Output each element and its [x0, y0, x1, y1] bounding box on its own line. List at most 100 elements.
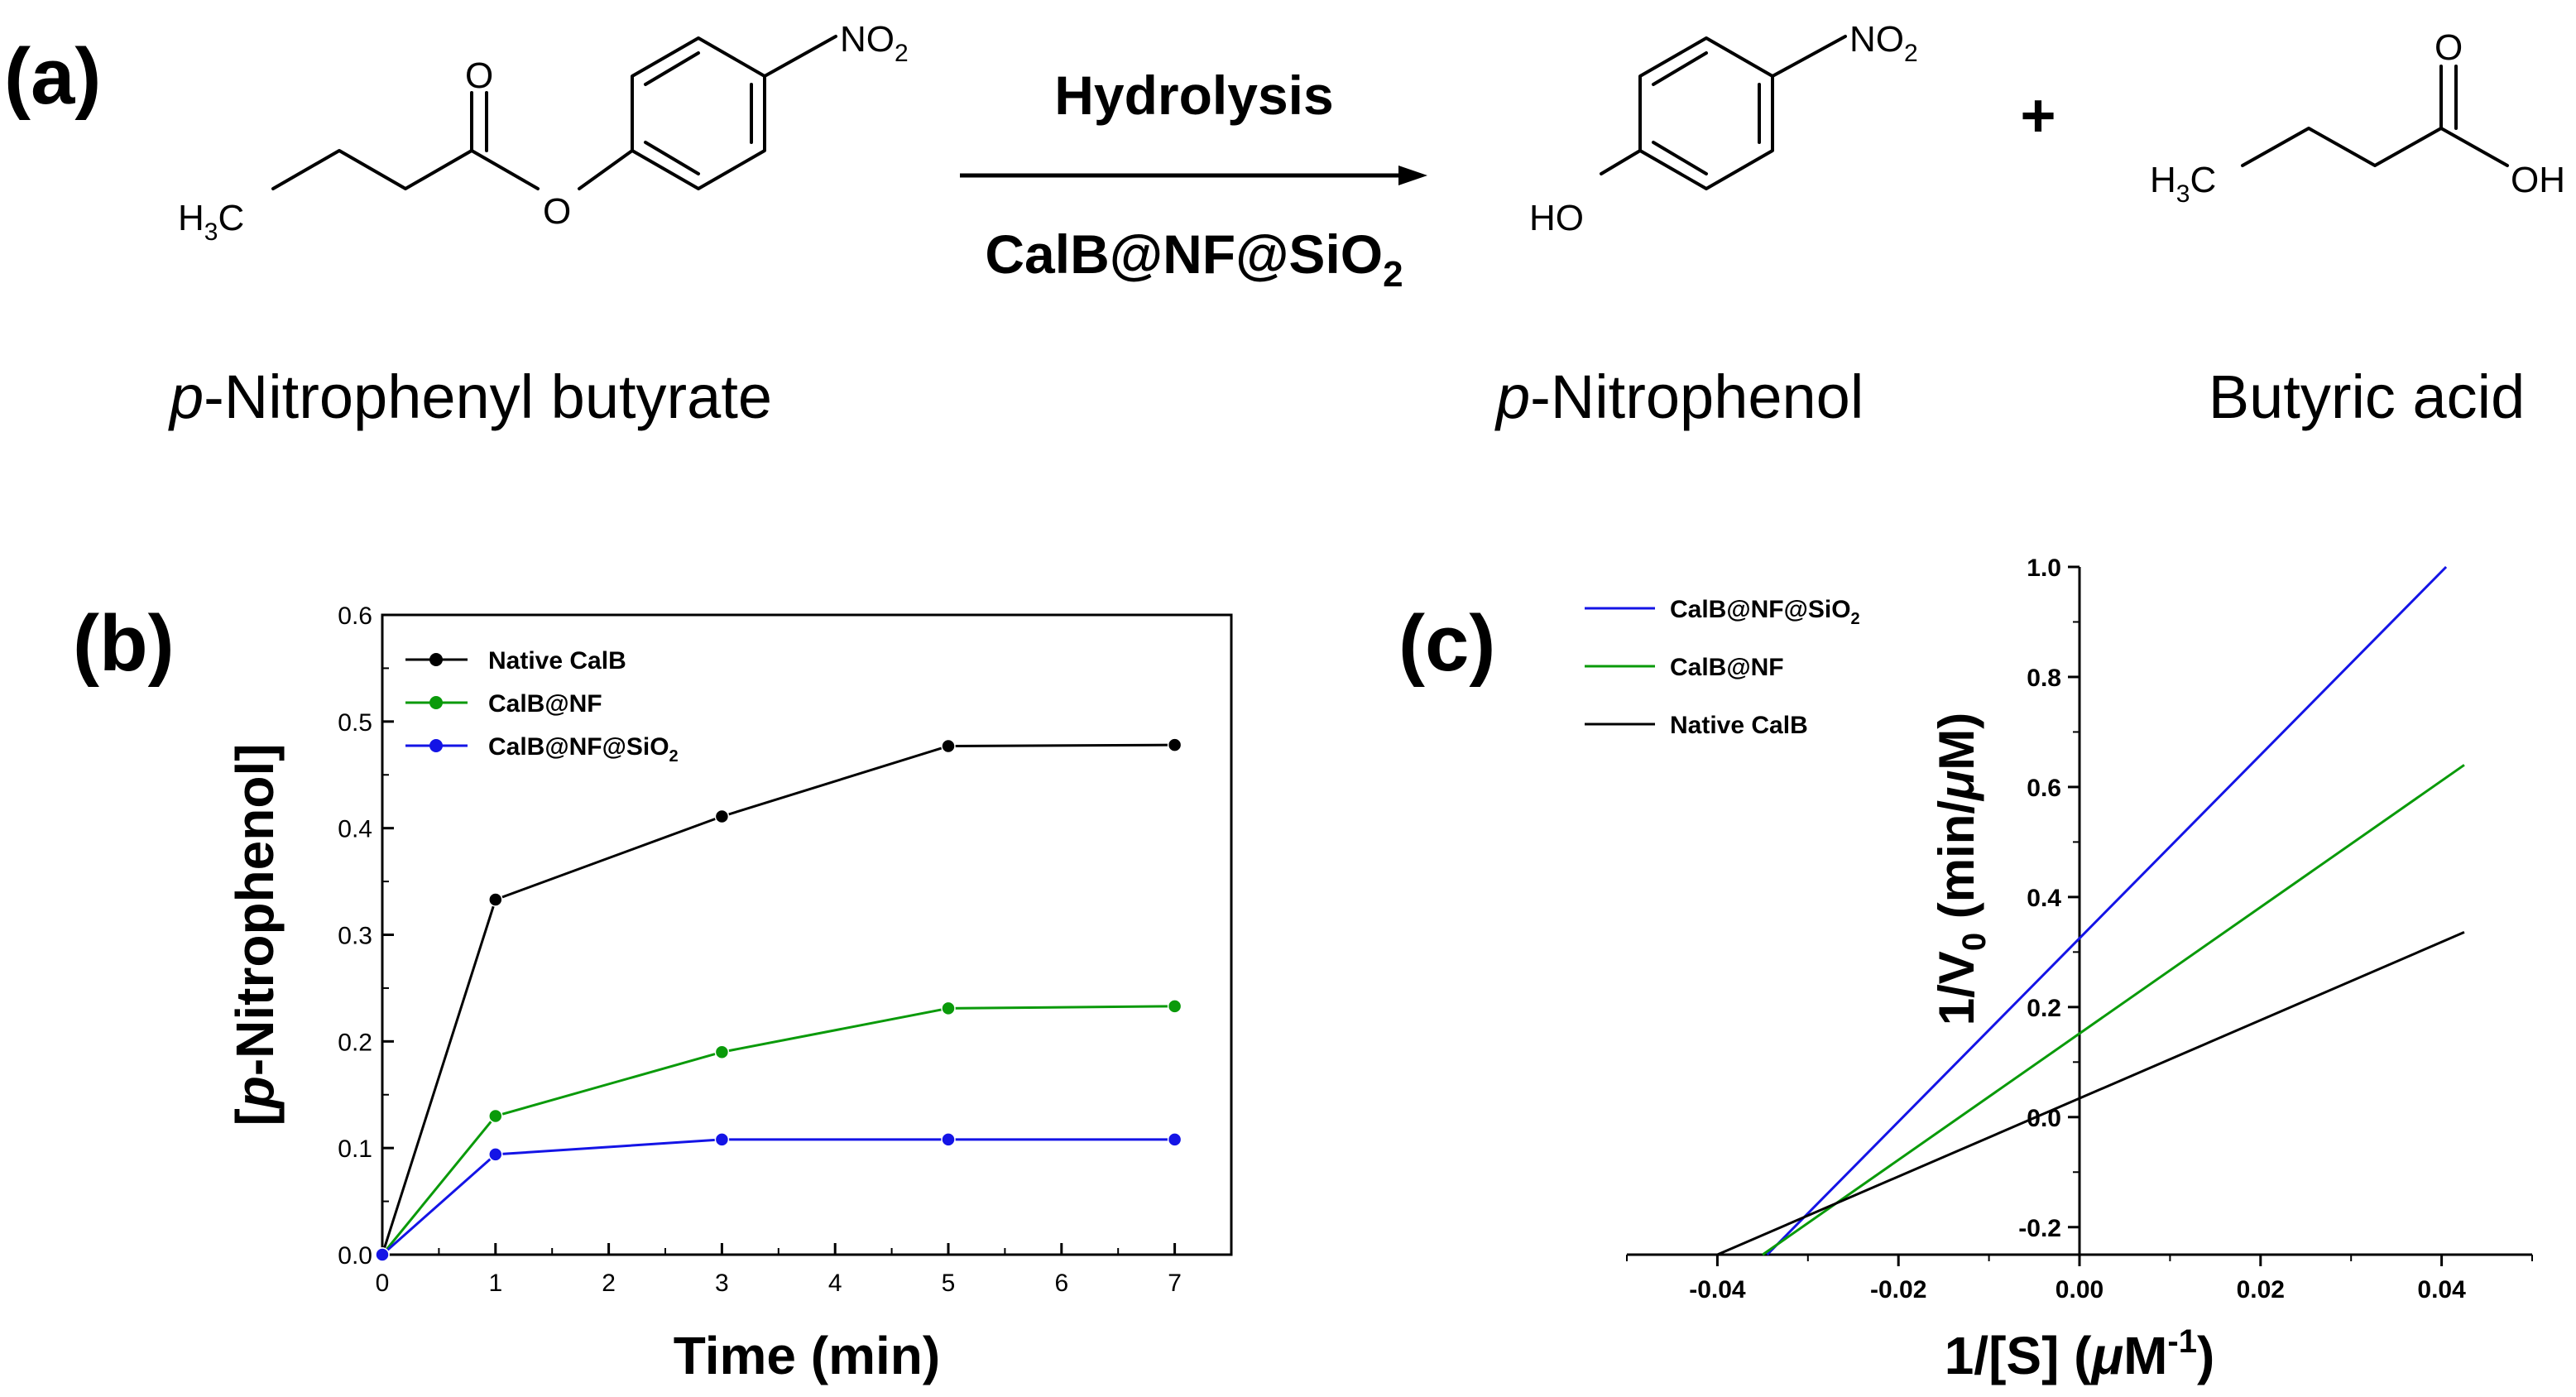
plus-sign: + [2020, 81, 2056, 150]
legend-sub-b-2: 2 [669, 747, 679, 766]
hydroxyl-bond [1600, 149, 1642, 175]
panel-c-label: (c) [1398, 599, 1495, 688]
x-tick-label-b: 0 [376, 1270, 390, 1297]
no2-label-reactant: NO2 [840, 19, 909, 67]
legend-marker-b-2 [429, 739, 443, 752]
legend-name-b-2: CalB@NF@SiO [488, 733, 669, 761]
acid-carbonyl-o-label: O [2434, 27, 2463, 68]
y-tick-label-b: 0.2 [338, 1029, 372, 1056]
ring-double-3 [644, 141, 700, 175]
data-point-b-0 [941, 738, 956, 754]
reactant-name: p-Nitrophenyl butyrate [168, 362, 772, 431]
ring-double-1-product [1652, 51, 1708, 86]
legend-name-b-1: CalB@NF [488, 690, 602, 718]
y-tick-label-c: -0.2 [2018, 1215, 2061, 1242]
x-axis-label-b: Time (min) [674, 1326, 940, 1385]
data-point-b-1 [488, 1108, 503, 1124]
series-line-b-0 [381, 743, 1175, 1255]
product2-structure: H3C O OH [2150, 27, 2565, 208]
y-axis-label-end-c: M) [1929, 713, 1984, 771]
legend-label-b-1: CalB@NF [488, 690, 602, 718]
fit-line-c-2 [1716, 931, 2465, 1256]
x-axis-label-main-c: 1/[S] ( [1945, 1326, 2092, 1385]
y-tick-label-b: 0.5 [338, 709, 372, 737]
x-tick-label-b: 1 [488, 1270, 502, 1297]
reactant-structure: H3C O O NO2 [178, 19, 909, 246]
legend-name-b-0: Native CalB [488, 647, 626, 674]
legend-label-b-0: Native CalB [488, 647, 626, 674]
acid-chain [2241, 127, 2509, 167]
x-axis-label-unit-c: M [2123, 1326, 2167, 1385]
data-point-b-1 [941, 1001, 956, 1016]
ether-bond [578, 149, 634, 190]
y-tick-label-b: 0.0 [338, 1242, 372, 1270]
legend-label-b-2: CalB@NF@SiO2 [488, 733, 679, 766]
legend-name-c-1: CalB@NF [1670, 654, 1784, 681]
y-tick-label-b: 0.4 [338, 816, 372, 843]
chart-b: 0 1 2 3 4 5 6 7 0.0 0.1 0.2 0.3 0.4 0.5 0.6 Time (min) [… [225, 602, 1233, 1385]
y-axis-label-b: [p-Nitrophenol] [225, 743, 285, 1126]
x-tick-label-b: 7 [1168, 1270, 1182, 1297]
data-point-b-1 [1167, 999, 1182, 1014]
reaction-arrow [960, 166, 1427, 185]
y-tick-label-b: 0.3 [338, 923, 372, 950]
y-tick-label-b: 0.1 [338, 1135, 372, 1163]
legend-sub-c-0: 2 [1851, 610, 1860, 628]
carbonyl-o-label: O [465, 55, 493, 96]
h3c-label-acid: H3C [2150, 160, 2216, 208]
legend-label-c-0: CalB@NF@SiO2 [1670, 596, 1860, 628]
y-axis-label-open-b: [ [225, 1108, 285, 1126]
x-tick-label-c: 0.00 [2056, 1276, 2103, 1303]
ho-label: HO [1529, 198, 1584, 238]
x-tick-label-b: 5 [942, 1270, 956, 1297]
legend-name-c-0: CalB@NF@SiO [1670, 596, 1851, 623]
x-tick-label-b: 3 [715, 1270, 729, 1297]
product1-structure: HO NO2 [1529, 19, 1918, 238]
x-axis-label-close-c: ) [2197, 1326, 2214, 1385]
product2-name: Butyric acid [2209, 362, 2525, 431]
fit-line-c-1 [1762, 764, 2465, 1256]
data-point-b-0 [714, 809, 730, 824]
legend-marker-b-1 [429, 696, 443, 709]
y-tick-label-c: 0.8 [2027, 665, 2061, 692]
h3c-label: H3C [178, 198, 244, 246]
ring-double-1 [644, 51, 700, 86]
legend-marker-b-0 [429, 653, 443, 666]
legend-label-c-1: CalB@NF [1670, 654, 1784, 681]
catalyst-label: CalB@NF@SiO2 [985, 223, 1403, 295]
chart-c: -0.04 -0.02 0.00 0.02 0.04-0.20.00.20.40.60.… [1585, 554, 2533, 1385]
x-axis-label-mu-c: μ [2089, 1326, 2123, 1385]
y-tick-label-c: 0.2 [2027, 995, 2061, 1022]
y-axis-label-sub-c: 0 [1956, 933, 1993, 951]
data-point-b-1 [714, 1044, 730, 1059]
nitro-bond-product [1771, 35, 1847, 78]
x-tick-label-c: 0.02 [2237, 1276, 2285, 1303]
data-point-b-2 [375, 1247, 390, 1262]
data-point-b-2 [714, 1132, 730, 1147]
product1-name: p-Nitrophenol [1494, 362, 1864, 431]
no2-label-product: NO2 [1849, 19, 1918, 67]
data-point-b-0 [488, 892, 503, 907]
y-axis-label-rest-b: -Nitrophenol] [225, 743, 285, 1076]
ester-o-label: O [543, 191, 571, 232]
y-tick-label-c: 1.0 [2027, 554, 2061, 582]
data-point-b-2 [1167, 1132, 1182, 1147]
data-point-b-2 [941, 1132, 956, 1147]
ring-double-3-product [1652, 141, 1708, 175]
data-point-b-2 [488, 1147, 503, 1162]
series-line-b-1 [381, 1005, 1175, 1255]
y-axis-label-italic-b: p [225, 1076, 285, 1110]
data-point-b-0 [1167, 737, 1182, 752]
butyryl-chain [271, 149, 540, 190]
oh-label: OH [2511, 160, 2565, 200]
panel-a-label: (a) [4, 32, 101, 121]
benzene-ring-product [1638, 36, 1774, 190]
panel-b-label: (b) [73, 599, 175, 688]
legend-name-c-2: Native CalB [1670, 712, 1808, 739]
x-tick-label-b: 4 [828, 1270, 842, 1297]
y-axis-label-main-c: 1/V [1929, 951, 1984, 1025]
legend-label-c-2: Native CalB [1670, 712, 1808, 739]
y-axis-label-rest-c: (min/ [1929, 800, 1984, 933]
nitro-bond [763, 35, 837, 78]
